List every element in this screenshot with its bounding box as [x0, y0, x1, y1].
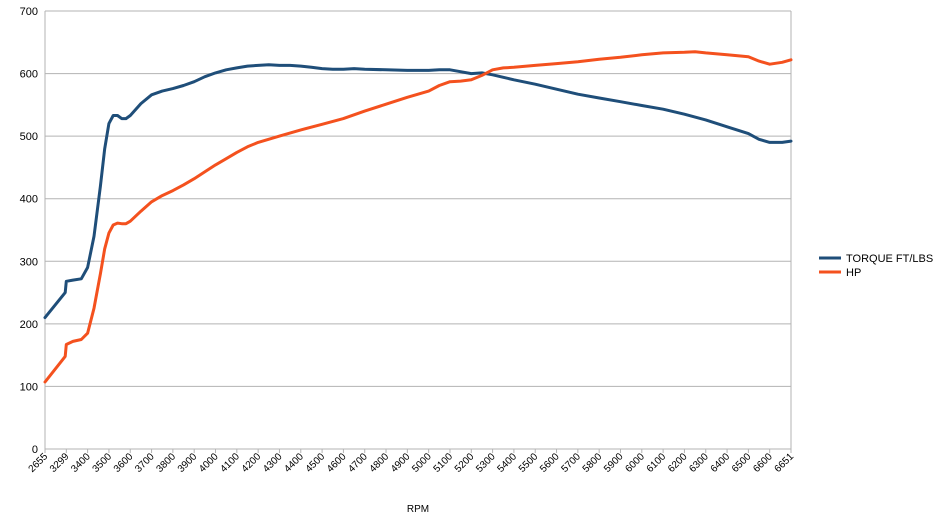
x-tick-label: 5300	[474, 451, 498, 475]
series-line-hp	[43, 50, 793, 384]
x-tick-label: 3500	[91, 451, 115, 475]
y-tick-label: 500	[20, 131, 38, 143]
x-tick-label: 5900	[602, 451, 626, 475]
series-lines	[43, 50, 793, 384]
x-tick-label: 5500	[517, 451, 541, 475]
y-tick-label: 700	[20, 6, 38, 18]
x-tick-label: 3299	[48, 451, 72, 475]
x-tick-label: 4200	[240, 451, 264, 475]
x-tick-label: 5200	[453, 451, 477, 475]
gridlines	[45, 10, 791, 450]
x-tick-label: 6400	[709, 451, 733, 475]
legend-label: HP	[846, 267, 861, 279]
x-tick-label: 4500	[304, 451, 328, 475]
y-tick-label: 600	[20, 69, 38, 81]
x-tick-label: 6500	[730, 451, 754, 475]
x-tick-label: 5600	[538, 451, 562, 475]
x-tick-label: 4300	[261, 451, 285, 475]
x-tick-label: 6651	[773, 451, 797, 475]
x-tick-label: 5800	[581, 451, 605, 475]
x-tick-label: 3700	[133, 451, 157, 475]
x-tick-label: 4900	[389, 451, 413, 475]
x-tick-label: 6300	[687, 451, 711, 475]
x-tick-label: 6200	[666, 451, 690, 475]
y-tick-label: 200	[20, 319, 38, 331]
x-tick-label: 3600	[112, 451, 136, 475]
x-tick-label: 4000	[197, 451, 221, 475]
x-tick-label: 5100	[432, 451, 456, 475]
x-tick-label: 5400	[496, 451, 520, 475]
axes: 0 100 200 300 400 500 600 700 265532993400350036…	[20, 6, 797, 475]
x-tick-label: 4600	[325, 451, 349, 475]
y-tick-label: 0	[32, 444, 38, 456]
y-tick-label: 100	[20, 381, 38, 393]
x-tick-label: 4800	[368, 451, 392, 475]
x-tick-label: 6100	[645, 451, 669, 475]
x-tick-label: 4100	[218, 451, 242, 475]
x-tick-label: 4400	[282, 451, 306, 475]
x-tick-label: 3400	[69, 451, 93, 475]
legend: TORQUE FT/LBS HP	[819, 253, 933, 279]
x-tick-label: 6600	[751, 451, 775, 475]
x-tick-label: 2655	[27, 451, 51, 475]
x-tick-label: 5700	[559, 451, 583, 475]
x-tick-label: 4700	[346, 451, 370, 475]
x-tick-label: 3800	[154, 451, 178, 475]
x-tick-label: 3900	[176, 451, 200, 475]
y-tick-label: 300	[20, 256, 38, 268]
legend-label: TORQUE FT/LBS	[846, 253, 933, 265]
x-axis-label: RPM	[407, 504, 429, 515]
y-tick-label: 400	[20, 194, 38, 206]
x-tick-label: 5000	[410, 451, 434, 475]
x-tick-label: 6000	[623, 451, 647, 475]
series-line-torque-ft-lbs	[43, 63, 793, 320]
